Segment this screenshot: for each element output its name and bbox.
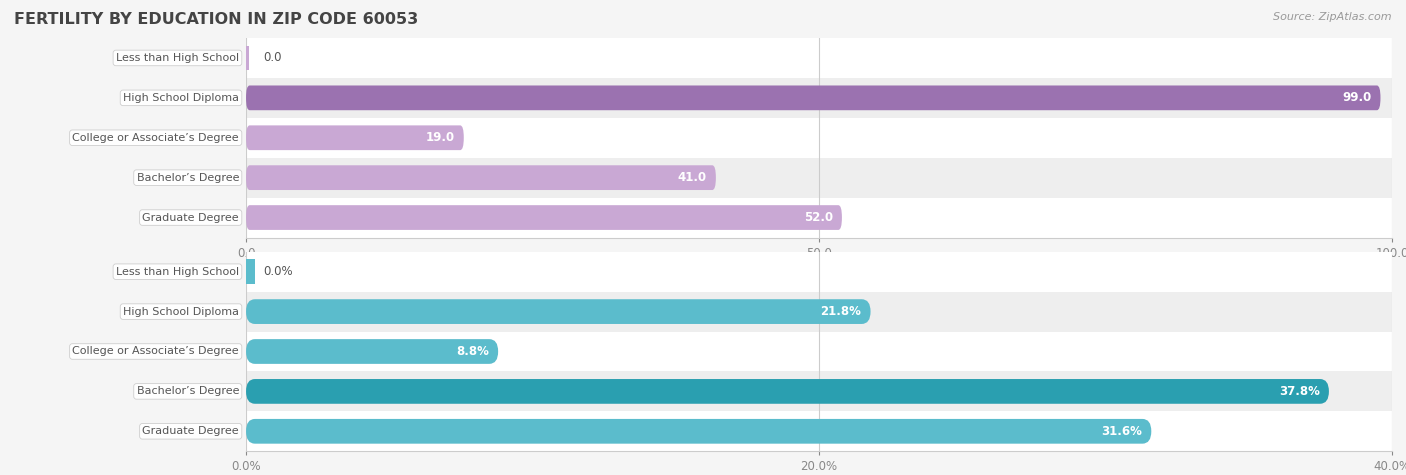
Text: 31.6%: 31.6% — [1101, 425, 1142, 438]
FancyBboxPatch shape — [246, 86, 1381, 110]
FancyBboxPatch shape — [246, 339, 498, 364]
Bar — [246, 158, 1392, 198]
Text: 0.0: 0.0 — [263, 51, 281, 65]
Bar — [246, 259, 254, 284]
Text: 41.0: 41.0 — [678, 171, 707, 184]
FancyBboxPatch shape — [246, 125, 464, 150]
Text: 52.0: 52.0 — [804, 211, 832, 224]
Bar — [246, 371, 1392, 411]
Text: FERTILITY BY EDUCATION IN ZIP CODE 60053: FERTILITY BY EDUCATION IN ZIP CODE 60053 — [14, 12, 419, 27]
Text: High School Diploma: High School Diploma — [122, 306, 239, 317]
Text: High School Diploma: High School Diploma — [122, 93, 239, 103]
FancyBboxPatch shape — [246, 165, 716, 190]
FancyBboxPatch shape — [246, 419, 1152, 444]
Text: 37.8%: 37.8% — [1279, 385, 1320, 398]
Text: Graduate Degree: Graduate Degree — [142, 212, 239, 223]
Bar — [246, 198, 1392, 238]
Text: 19.0: 19.0 — [426, 131, 454, 144]
Bar — [246, 38, 1392, 78]
Bar — [246, 46, 249, 70]
Text: Bachelor’s Degree: Bachelor’s Degree — [136, 386, 239, 397]
FancyBboxPatch shape — [246, 299, 870, 324]
Bar — [246, 252, 1392, 292]
Text: Less than High School: Less than High School — [115, 266, 239, 277]
FancyBboxPatch shape — [246, 379, 1329, 404]
Bar — [246, 332, 1392, 371]
Bar — [246, 411, 1392, 451]
Text: College or Associate’s Degree: College or Associate’s Degree — [72, 346, 239, 357]
Text: Graduate Degree: Graduate Degree — [142, 426, 239, 437]
Bar — [246, 78, 1392, 118]
Bar — [246, 118, 1392, 158]
Text: Source: ZipAtlas.com: Source: ZipAtlas.com — [1274, 12, 1392, 22]
Text: College or Associate’s Degree: College or Associate’s Degree — [72, 133, 239, 143]
FancyBboxPatch shape — [246, 205, 842, 230]
Text: Less than High School: Less than High School — [115, 53, 239, 63]
Text: 21.8%: 21.8% — [821, 305, 862, 318]
Bar — [246, 292, 1392, 332]
Text: 99.0: 99.0 — [1343, 91, 1371, 104]
Text: 0.0%: 0.0% — [263, 265, 292, 278]
Text: Bachelor’s Degree: Bachelor’s Degree — [136, 172, 239, 183]
Text: 8.8%: 8.8% — [456, 345, 489, 358]
